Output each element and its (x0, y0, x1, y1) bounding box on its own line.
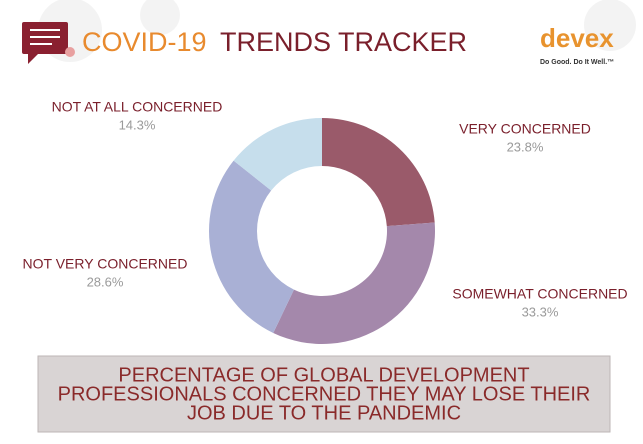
slice-label: SOMEWHAT CONCERNED (452, 286, 627, 302)
logo: devex (540, 23, 614, 53)
slice-label: VERY CONCERNED (459, 121, 591, 137)
tracker-icon (22, 22, 75, 64)
caption-line: PROFESSIONALS CONCERNED THEY MAY LOSE TH… (58, 383, 591, 405)
donut-slice (273, 222, 436, 344)
slice-label: NOT AT ALL CONCERNED (52, 99, 223, 115)
slice-value: 14.3% (119, 117, 156, 132)
chart-title: TRENDS TRACKER (220, 27, 467, 57)
slice-value: 23.8% (507, 139, 544, 154)
tagline: Do Good. Do It Well.™ (540, 59, 614, 66)
caption-box (37, 355, 611, 433)
caption-line: PERCENTAGE OF GLOBAL DEVELOPMENT (118, 364, 529, 386)
caption-line: JOB DUE TO THE PANDEMIC (187, 402, 461, 424)
title-lead: COVID-19 (82, 27, 207, 57)
donut-slice (209, 160, 294, 333)
slice-label: NOT VERY CONCERNED (23, 256, 188, 272)
slice-value: 33.3% (522, 304, 559, 319)
donut-slice (233, 117, 322, 191)
donut-slice (322, 118, 435, 227)
slice-value: 28.6% (87, 274, 124, 289)
